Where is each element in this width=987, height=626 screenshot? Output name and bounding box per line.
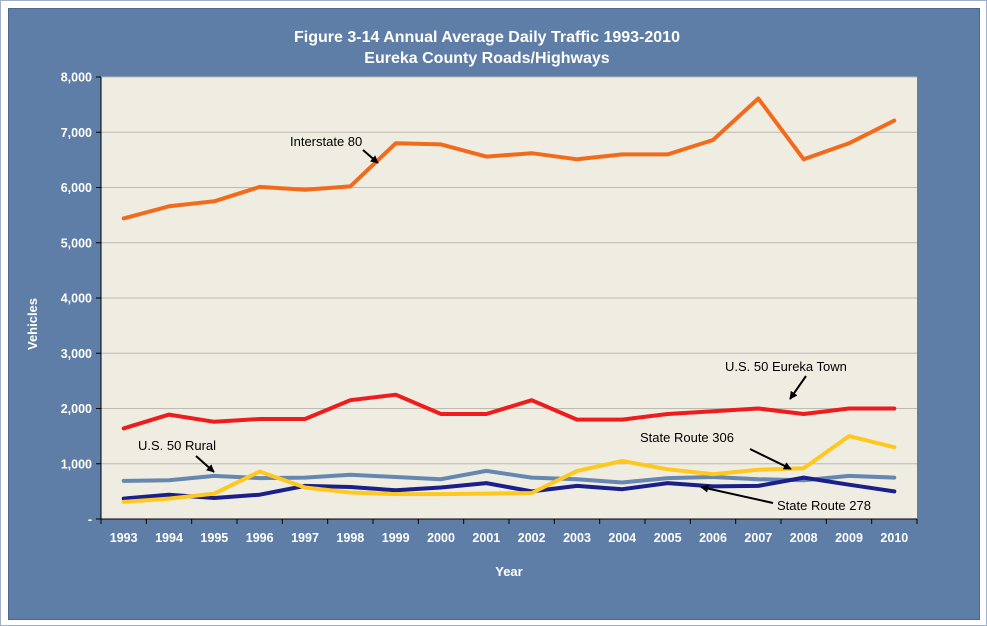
y-tick-label: 5,000 bbox=[61, 236, 92, 250]
x-tick-label: 2002 bbox=[518, 531, 546, 545]
series-line-state-route-306 bbox=[121, 434, 897, 504]
x-tick-label: 2000 bbox=[427, 531, 455, 545]
y-axis-title: Vehicles bbox=[25, 298, 40, 350]
x-tick-label: 2010 bbox=[880, 531, 908, 545]
x-axis-title: Year bbox=[495, 564, 522, 579]
chart-title: Figure 3-14 Annual Average Daily Traffic… bbox=[294, 29, 680, 46]
y-axis-ticks: - 1,000 2,000 3,000 4,000 5,000 6,000 7,000 8,00… bbox=[61, 71, 101, 527]
x-tick-label: 2007 bbox=[744, 531, 772, 545]
series-group bbox=[121, 96, 897, 504]
x-tick-label: 1994 bbox=[155, 531, 183, 545]
annotation-state-route-306: State Route 306 bbox=[640, 430, 734, 445]
x-tick-label: 2008 bbox=[790, 531, 818, 545]
x-tick-label: 2003 bbox=[563, 531, 591, 545]
x-tick-label: 2001 bbox=[472, 531, 500, 545]
annotations: Interstate 80 U.S. 50 Eureka Town U.S. 50 … bbox=[138, 134, 871, 513]
annotation-arrow-u-s-50-eureka-town bbox=[789, 375, 807, 400]
x-tick-label: 2009 bbox=[835, 531, 863, 545]
annotation-state-route-278: State Route 278 bbox=[777, 498, 871, 513]
chart-subtitle: Eureka County Roads/Highways bbox=[364, 50, 609, 67]
y-tick-label: 1,000 bbox=[61, 457, 92, 471]
annotation-u-s-50-eureka-town: U.S. 50 Eureka Town bbox=[725, 359, 847, 374]
y-tick-label: 6,000 bbox=[61, 181, 92, 195]
y-tick-label: 3,000 bbox=[61, 347, 92, 361]
y-tick-label: 4,000 bbox=[61, 292, 92, 306]
x-tick-label: 2005 bbox=[654, 531, 682, 545]
x-tick-label: 2004 bbox=[608, 531, 636, 545]
y-tick-label: 8,000 bbox=[61, 71, 92, 85]
series-line-u-s-50-eureka-town bbox=[121, 392, 897, 431]
annotation-arrow-state-route-306 bbox=[749, 448, 792, 470]
annotation-arrow-interstate-80 bbox=[362, 149, 379, 164]
series-line-interstate-80 bbox=[121, 96, 897, 221]
x-tick-label: 1998 bbox=[336, 531, 364, 545]
y-tick-label: 2,000 bbox=[61, 402, 92, 416]
annotation-u-s-50-rural: U.S. 50 Rural bbox=[138, 438, 216, 453]
x-tick-label: 1999 bbox=[382, 531, 410, 545]
series-line-u-s-50-rural bbox=[121, 468, 897, 485]
series-line-state-route-278 bbox=[121, 475, 897, 501]
annotation-interstate-80: Interstate 80 bbox=[290, 134, 362, 149]
y-tick-label: - bbox=[88, 513, 92, 527]
annotation-arrow-u-s-50-rural bbox=[195, 455, 215, 473]
x-tick-label: 1993 bbox=[110, 531, 138, 545]
annotation-arrow-state-route-278 bbox=[700, 484, 774, 504]
x-tick-label: 1997 bbox=[291, 531, 319, 545]
y-tick-label: 7,000 bbox=[61, 126, 92, 140]
x-tick-label: 1996 bbox=[246, 531, 274, 545]
x-tick-label: 1995 bbox=[200, 531, 228, 545]
x-axis-ticks: 1993 1994 1995 1996 1997 1998 1999 2000 2001 2002… bbox=[100, 519, 918, 545]
x-tick-label: 2006 bbox=[699, 531, 727, 545]
